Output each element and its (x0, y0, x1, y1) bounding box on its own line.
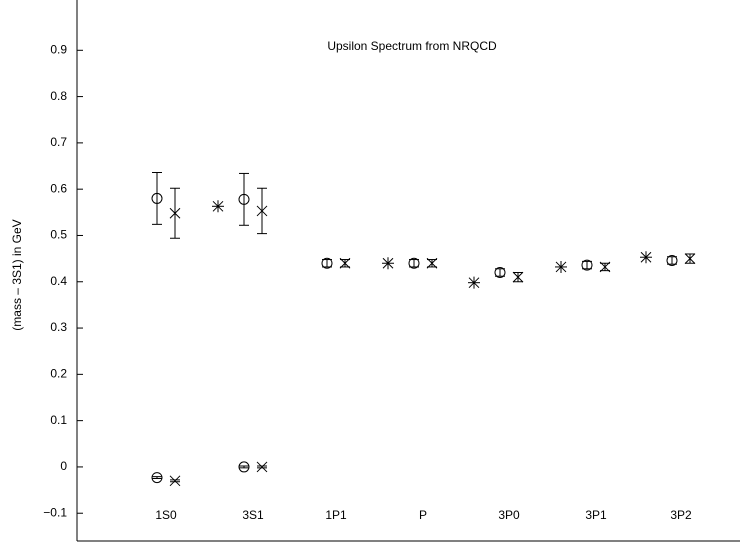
y-tick-label: 0.7 (50, 135, 67, 149)
marker-x (684, 253, 696, 264)
marker-part (238, 193, 250, 205)
marker-part (256, 205, 268, 217)
marker-part (426, 257, 438, 269)
y-tick-label: −0.1 (43, 505, 67, 519)
marker-part (512, 271, 524, 283)
error-bar (239, 172, 249, 226)
marker-part (684, 253, 696, 264)
x-tick-label: P (419, 508, 427, 522)
marker-circle (151, 472, 163, 484)
marker-asterisk (212, 200, 224, 213)
marker-x (339, 257, 351, 269)
marker-circle (581, 259, 593, 271)
y-tick-label: 0 (60, 459, 67, 473)
y-tick-label: 0.6 (50, 181, 67, 195)
y-tick-label: 0.4 (50, 274, 67, 288)
x-tick-label: 3P0 (498, 508, 520, 522)
marker-x (599, 261, 611, 273)
error-bar (152, 172, 162, 225)
marker-x (256, 461, 268, 473)
marker-circle (321, 257, 333, 269)
marker-circle (494, 267, 506, 278)
marker-circle (238, 461, 250, 473)
marker-x (512, 271, 524, 283)
marker-x (169, 207, 181, 219)
marker-part (169, 207, 181, 219)
marker-part (169, 475, 181, 487)
error-bar (239, 465, 249, 469)
marker-part (666, 254, 678, 266)
marker-circle (666, 254, 678, 266)
marker-part (321, 257, 333, 269)
y-tick-label: 0.5 (50, 228, 67, 242)
marker-part (408, 257, 420, 269)
x-tick-label: 3S1 (242, 508, 264, 522)
marker-circle (408, 257, 420, 269)
y-tick-label: 0.3 (50, 320, 67, 334)
marker-part (151, 472, 163, 484)
marker-part (151, 192, 163, 204)
error-bar (152, 476, 162, 480)
marker-asterisk (555, 260, 567, 273)
marker-part (256, 461, 268, 473)
marker-part (339, 257, 351, 269)
marker-x (169, 475, 181, 487)
y-axis-label: (mass – 3S1) in GeV (10, 219, 24, 330)
marker-x (426, 257, 438, 269)
y-tick-label: 0.9 (50, 42, 67, 56)
y-tick-label: 0.2 (50, 367, 67, 381)
marker-asterisk (382, 257, 394, 270)
marker-circle (151, 192, 163, 204)
x-tick-label: 3P2 (670, 508, 692, 522)
marker-part (599, 261, 611, 273)
marker-circle (238, 193, 250, 205)
y-tick-label: 0.1 (50, 413, 67, 427)
y-tick-label: 0.8 (50, 89, 67, 103)
marker-asterisk (640, 251, 652, 264)
x-tick-label: 1S0 (155, 508, 177, 522)
marker-asterisk (468, 276, 480, 289)
marker-part (494, 267, 506, 278)
marker-x (256, 205, 268, 217)
marker-part (581, 259, 593, 271)
x-tick-label: 1P1 (325, 508, 347, 522)
marker-part (238, 461, 250, 473)
x-tick-label: 3P1 (585, 508, 607, 522)
chart-title: Upsilon Spectrum from NRQCD (327, 39, 497, 53)
